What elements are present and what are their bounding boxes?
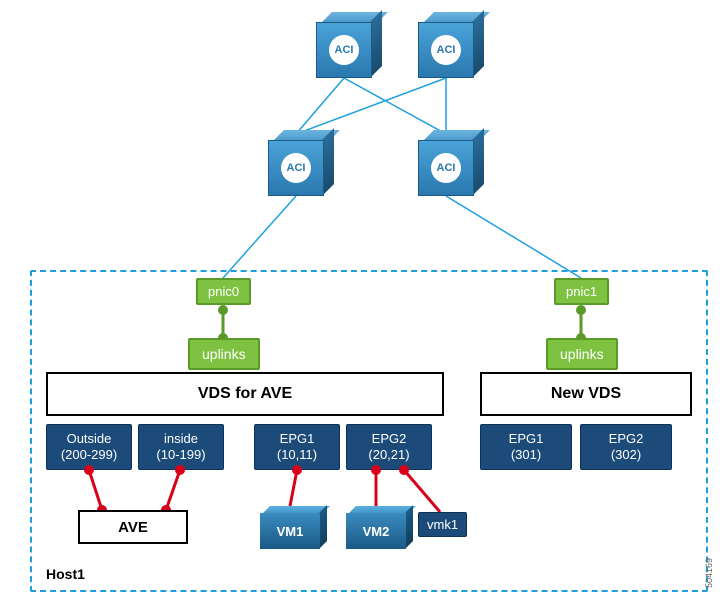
connector-dot <box>576 305 586 315</box>
ave-box: AVE <box>78 510 188 544</box>
vm1: VM1 <box>260 513 320 549</box>
epg2-right: EPG2 (302) <box>580 424 672 470</box>
host-label: Host1 <box>46 566 85 582</box>
vds-title: VDS for AVE <box>198 385 292 403</box>
vds-title: New VDS <box>551 385 621 403</box>
red-connector-dot <box>84 465 94 475</box>
epg-line1: inside <box>164 431 198 447</box>
red-connector-dot <box>371 465 381 475</box>
epg-inside: inside (10-199) <box>138 424 224 470</box>
spine-switch-0: ACI <box>316 22 372 78</box>
figure-number: 504169 <box>704 558 714 588</box>
epg-outside: Outside (200-299) <box>46 424 132 470</box>
red-connector-dot <box>292 465 302 475</box>
new-vds-box: New VDS <box>480 372 692 416</box>
pnic1-chip: pnic1 <box>554 278 609 305</box>
pnic0-chip: pnic0 <box>196 278 251 305</box>
aci-badge: ACI <box>281 153 311 183</box>
epg-line1: EPG2 <box>609 431 644 447</box>
spine-switch-1: ACI <box>418 22 474 78</box>
epg-line1: EPG2 <box>372 431 407 447</box>
epg-line2: (200-299) <box>61 447 117 463</box>
epg-line2: (20,21) <box>368 447 409 463</box>
epg1-left: EPG1 (10,11) <box>254 424 340 470</box>
epg-line1: EPG1 <box>509 431 544 447</box>
ave-label: AVE <box>118 519 148 536</box>
leaf-switch-1: ACI <box>418 140 474 196</box>
epg-line1: EPG1 <box>280 431 315 447</box>
aci-badge: ACI <box>431 153 461 183</box>
vm-label: VM2 <box>363 524 390 539</box>
uplinks-chip-0: uplinks <box>188 338 260 370</box>
leaf-switch-0: ACI <box>268 140 324 196</box>
epg-line2: (10,11) <box>277 447 317 463</box>
aci-badge: ACI <box>329 35 359 65</box>
vm-label: VM1 <box>277 524 304 539</box>
epg-line2: (302) <box>611 447 641 463</box>
vmk1-box: vmk1 <box>418 512 467 537</box>
red-connector-dot <box>175 465 185 475</box>
epg-line2: (301) <box>511 447 541 463</box>
vds-for-ave-box: VDS for AVE <box>46 372 444 416</box>
aci-badge: ACI <box>431 35 461 65</box>
uplinks-chip-1: uplinks <box>546 338 618 370</box>
vm2: VM2 <box>346 513 406 549</box>
epg2-left: EPG2 (20,21) <box>346 424 432 470</box>
epg-line1: Outside <box>67 431 112 447</box>
red-connector-dot <box>399 465 409 475</box>
epg1-right: EPG1 (301) <box>480 424 572 470</box>
epg-line2: (10-199) <box>156 447 205 463</box>
connector-dot <box>218 305 228 315</box>
